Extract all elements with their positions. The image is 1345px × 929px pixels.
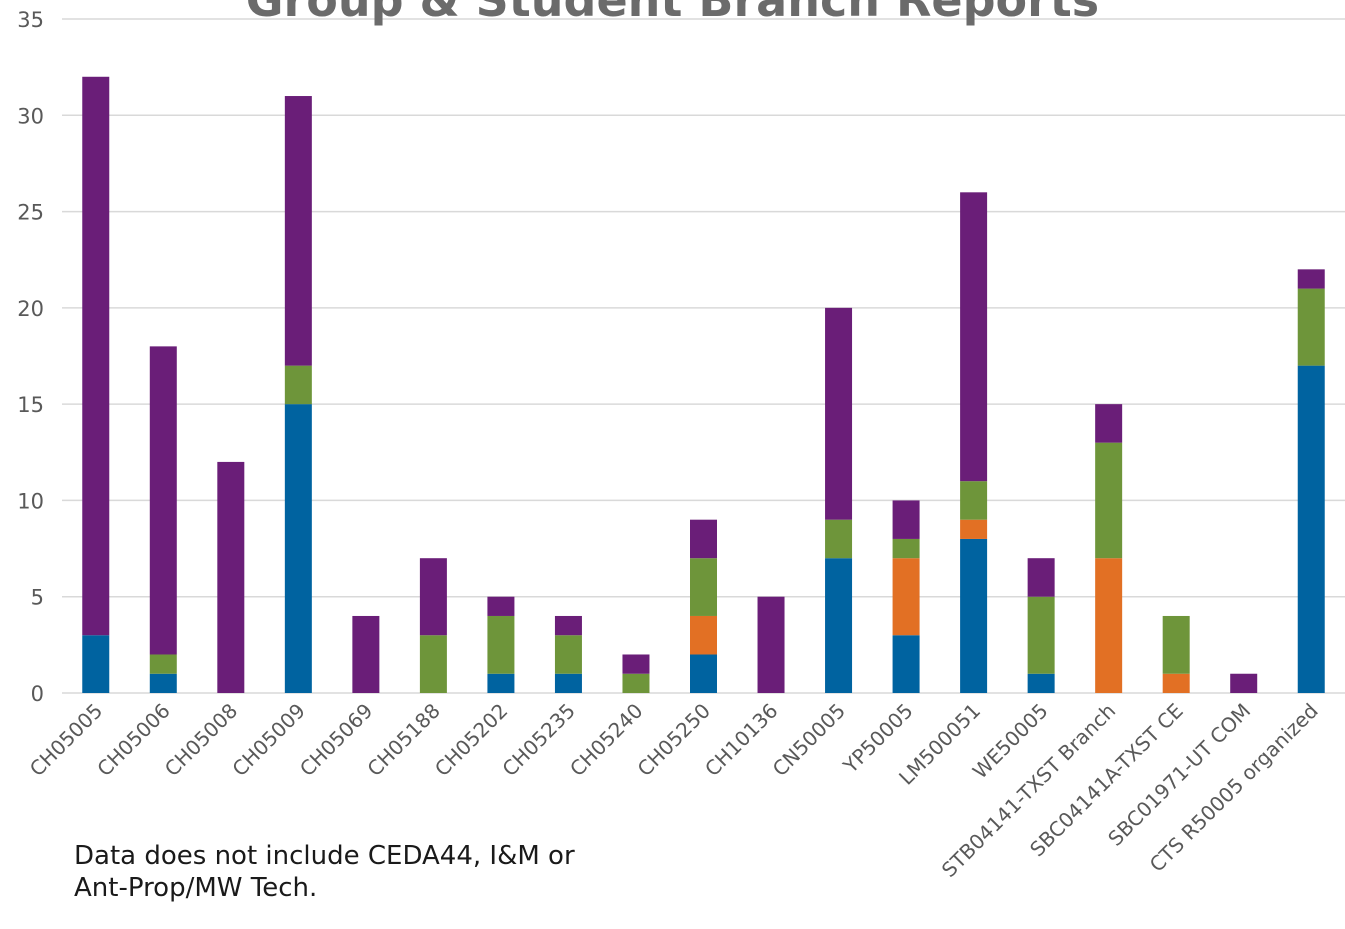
bars <box>82 76 1325 693</box>
bar-segment <box>149 654 177 674</box>
y-tick-label: 25 <box>17 201 44 225</box>
bar-segment <box>82 635 110 693</box>
y-tick-label: 30 <box>17 104 44 128</box>
bar-segment <box>284 404 312 693</box>
chart-title: Group & Student Branch Reports <box>245 0 1100 27</box>
bar-segment <box>1162 673 1190 693</box>
bar-segment <box>1095 442 1123 559</box>
bar-segment <box>1162 615 1190 674</box>
bar-segment <box>487 615 515 674</box>
footnote-line-2: Ant-Prop/MW Tech. <box>74 873 318 903</box>
y-tick-label: 20 <box>17 297 44 321</box>
bar-segment <box>1027 596 1055 674</box>
bar-segment <box>622 654 650 674</box>
y-tick-label: 15 <box>17 393 44 417</box>
bar-segment <box>217 461 245 693</box>
y-tick-label: 5 <box>31 586 44 610</box>
bar-segment <box>892 558 920 636</box>
bar-segment <box>690 519 717 559</box>
bar-segment <box>690 558 717 616</box>
bar-segment <box>960 481 988 520</box>
y-tick-labels: 0 5 10 15 20 25 30 35 <box>17 8 44 706</box>
gridlines <box>62 18 1345 694</box>
bar-segment <box>757 596 785 693</box>
x-tick-label: CH05188 <box>362 699 444 781</box>
bar-segment <box>284 96 312 366</box>
bar-segment <box>149 673 177 693</box>
bar-segment <box>1297 365 1325 693</box>
bar-segment <box>960 192 988 482</box>
bar-segment <box>1027 558 1055 597</box>
bar-segment <box>149 346 177 655</box>
x-tick-label: CH10136 <box>700 699 782 781</box>
bar-segment <box>419 635 447 693</box>
bar-segment <box>554 673 582 693</box>
bar-segment <box>352 615 380 693</box>
bar-segment <box>487 596 515 616</box>
bar-segment <box>892 500 920 539</box>
footnote: Data does not include CEDA44, I&M or Ant… <box>74 840 694 904</box>
y-tick-label: 0 <box>31 682 44 706</box>
bar-segment <box>1297 269 1325 289</box>
x-tick-label: CH05202 <box>430 699 512 781</box>
x-tick-label: CH05008 <box>160 699 242 781</box>
x-tick-label: CH05250 <box>633 699 715 781</box>
bar-segment <box>1027 673 1055 693</box>
bar-segment <box>284 365 312 405</box>
x-tick-label: CH05240 <box>565 699 647 781</box>
x-tick-label: CH05009 <box>227 699 309 781</box>
bar-segment <box>1095 558 1123 693</box>
bar-segment <box>554 615 582 636</box>
bar-segment <box>1297 288 1325 366</box>
footnote-line-1: Data does not include CEDA44, I&M or <box>74 841 575 871</box>
bar-segment <box>1230 673 1258 693</box>
y-tick-label: 35 <box>17 8 44 32</box>
bar-segment <box>825 307 853 520</box>
bar-segment <box>825 519 853 559</box>
bar-segment <box>690 654 717 693</box>
x-tick-label: CH05069 <box>295 699 377 781</box>
bar-segment <box>419 558 447 636</box>
bar-segment <box>622 673 650 693</box>
y-tick-label: 10 <box>17 489 44 513</box>
bar-segment <box>690 615 717 655</box>
bar-segment <box>892 635 920 693</box>
x-tick-label: CH05235 <box>498 699 580 781</box>
x-tick-label: CN50005 <box>768 699 850 781</box>
bar-segment <box>960 538 988 693</box>
bar-segment <box>892 538 920 559</box>
bar-segment <box>554 635 582 674</box>
bar-segment <box>960 519 988 539</box>
bar-segment <box>825 558 853 693</box>
x-tick-label: CH05005 <box>25 699 107 781</box>
bar-segment <box>1095 404 1123 443</box>
bar-segment <box>487 673 515 693</box>
bar-segment <box>82 76 110 636</box>
x-tick-label: CH05006 <box>92 699 174 781</box>
